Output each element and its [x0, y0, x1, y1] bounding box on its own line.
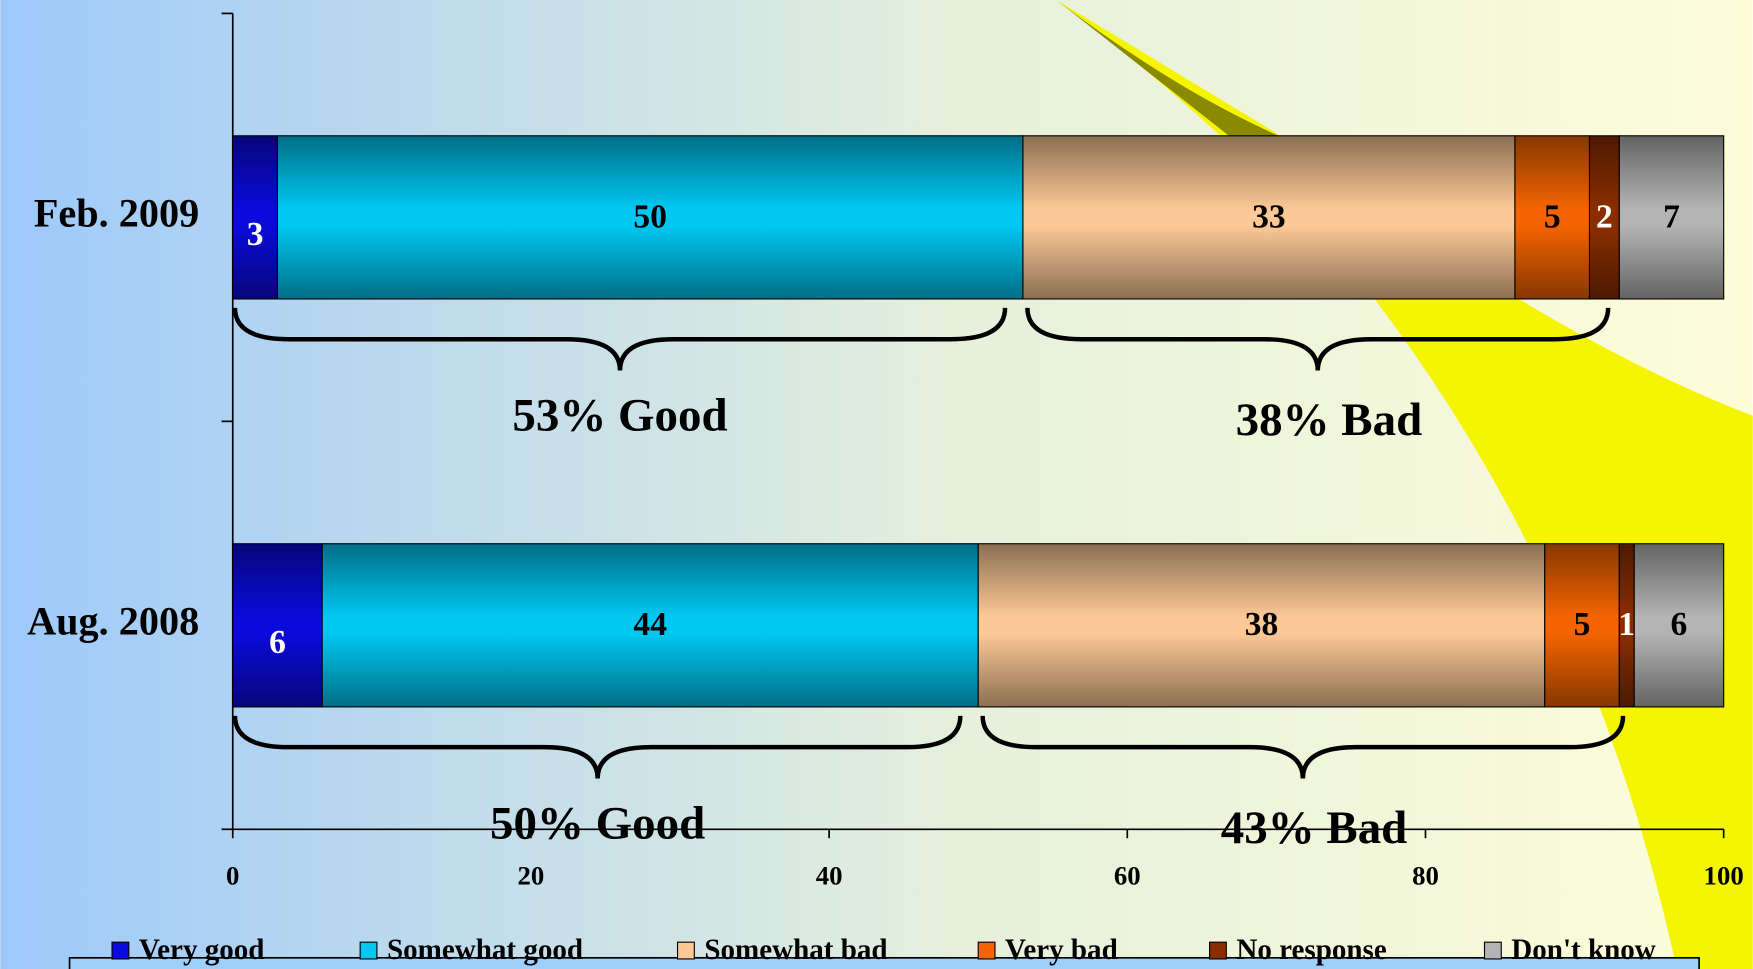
legend-swatch	[1209, 941, 1227, 960]
legend-label: No response	[1236, 934, 1386, 966]
x-tick-label: 40	[816, 861, 843, 891]
bad-brace	[980, 715, 1626, 779]
x-tick-label: 80	[1412, 861, 1439, 891]
annotation: 53% Good	[512, 389, 727, 441]
legend-label: Don't know	[1511, 934, 1655, 966]
value-label: 3	[247, 216, 264, 253]
value-label: 5	[1574, 606, 1591, 643]
annotation: 43% Bad	[1221, 802, 1408, 854]
x-tick-label: 0	[226, 861, 239, 891]
bad-brace	[1025, 307, 1611, 371]
legend-swatch	[111, 941, 130, 960]
legend-swatch	[359, 941, 378, 960]
legend-box	[68, 956, 1700, 969]
legend-label: Somewhat good	[387, 934, 583, 966]
category-label: Aug. 2008	[27, 599, 199, 644]
legend-label: Very good	[139, 934, 265, 966]
legend-label: Very bad	[1005, 934, 1118, 966]
legend-swatch	[977, 941, 996, 960]
value-label: 44	[633, 606, 667, 643]
x-tick-label: 100	[1704, 861, 1744, 891]
value-label: 6	[269, 624, 286, 661]
value-label: 2	[1596, 198, 1613, 235]
value-label: 50	[633, 198, 667, 235]
value-label: 7	[1663, 198, 1680, 235]
good-brace	[232, 307, 1008, 371]
x-tick-label: 20	[518, 861, 545, 891]
value-label: 38	[1245, 606, 1279, 643]
category-label: Feb. 2009	[34, 191, 199, 236]
legend-swatch	[677, 941, 695, 960]
annotation: 50% Good	[490, 797, 705, 849]
value-label: 1	[1618, 606, 1635, 643]
legend-label: Somewhat bad	[704, 934, 887, 966]
good-brace	[232, 715, 963, 779]
value-label: 33	[1252, 198, 1286, 235]
x-tick-label: 60	[1114, 861, 1141, 891]
annotation: 38% Bad	[1236, 394, 1423, 446]
swoosh	[1056, 0, 1753, 969]
value-label: 6	[1671, 606, 1688, 643]
legend-swatch	[1483, 941, 1502, 960]
value-label: 5	[1544, 198, 1561, 235]
